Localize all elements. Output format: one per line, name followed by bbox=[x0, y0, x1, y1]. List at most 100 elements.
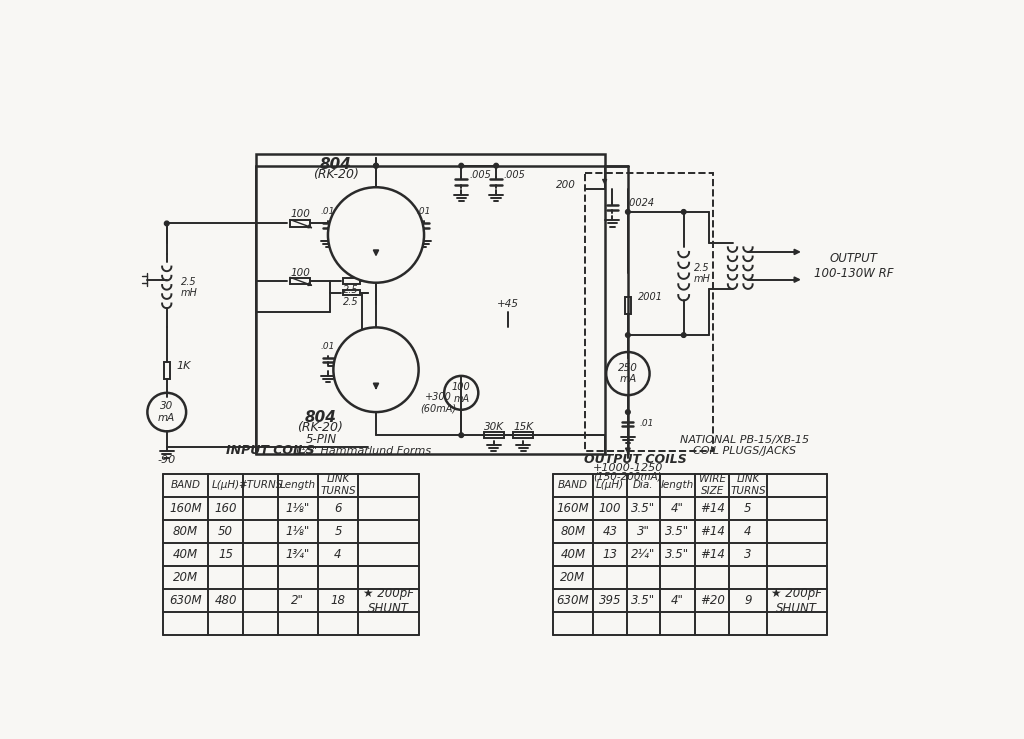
Text: 30
mA: 30 mA bbox=[158, 401, 175, 423]
Text: #14: #14 bbox=[700, 525, 725, 538]
Text: LINK
TURNS: LINK TURNS bbox=[730, 474, 766, 496]
Text: +1000-1250: +1000-1250 bbox=[593, 463, 664, 472]
Text: 15K: 15K bbox=[513, 423, 534, 432]
Text: 5: 5 bbox=[744, 502, 752, 515]
Text: 18: 18 bbox=[331, 594, 345, 607]
Text: 4": 4" bbox=[671, 594, 684, 607]
Text: 3.5": 3.5" bbox=[666, 548, 689, 561]
Bar bbox=[483, 432, 504, 438]
Bar bbox=[164, 362, 170, 379]
Text: 3.5": 3.5" bbox=[666, 525, 689, 538]
Text: 4: 4 bbox=[334, 548, 342, 561]
Bar bbox=[513, 432, 534, 438]
Text: 13: 13 bbox=[602, 548, 617, 561]
Text: 20M: 20M bbox=[173, 571, 198, 584]
Text: .005: .005 bbox=[469, 170, 490, 180]
Text: 40M: 40M bbox=[560, 548, 586, 561]
Text: 3.5": 3.5" bbox=[632, 594, 655, 607]
Text: OUTPUT
100-130W RF: OUTPUT 100-130W RF bbox=[814, 252, 893, 280]
Text: (RK-20): (RK-20) bbox=[312, 168, 358, 180]
Text: 43: 43 bbox=[602, 525, 617, 538]
Text: 20M: 20M bbox=[560, 571, 586, 584]
Text: 5: 5 bbox=[334, 525, 342, 538]
Text: 2": 2" bbox=[291, 594, 304, 607]
Bar bbox=[625, 296, 631, 313]
Bar bbox=[290, 278, 310, 285]
Text: 160M: 160M bbox=[169, 502, 202, 515]
Text: INPUT COILS: INPUT COILS bbox=[226, 444, 314, 457]
Text: L(μH): L(μH) bbox=[212, 480, 240, 490]
Text: 5-PIN: 5-PIN bbox=[306, 433, 337, 446]
Circle shape bbox=[374, 163, 378, 168]
Text: 2.5: 2.5 bbox=[343, 285, 359, 296]
Text: 6: 6 bbox=[334, 502, 342, 515]
Text: 804: 804 bbox=[319, 157, 351, 171]
Text: COIL PLUGS/JACKS: COIL PLUGS/JACKS bbox=[693, 446, 797, 455]
Text: 1¾": 1¾" bbox=[286, 548, 310, 561]
Circle shape bbox=[374, 163, 378, 168]
Text: 1⅛": 1⅛" bbox=[286, 502, 310, 515]
Circle shape bbox=[459, 433, 464, 437]
Text: #20: #20 bbox=[700, 594, 725, 607]
Text: WIRE
SIZE: WIRE SIZE bbox=[698, 474, 726, 496]
Text: .0024: .0024 bbox=[627, 197, 654, 208]
Text: 250
mA: 250 mA bbox=[617, 363, 638, 384]
Text: 2.5: 2.5 bbox=[343, 297, 359, 307]
Text: 40M: 40M bbox=[173, 548, 198, 561]
Text: 100: 100 bbox=[290, 209, 310, 219]
Text: 100: 100 bbox=[599, 502, 622, 515]
Text: +45: +45 bbox=[497, 299, 519, 310]
Text: #14: #14 bbox=[700, 502, 725, 515]
Text: 3: 3 bbox=[744, 548, 752, 561]
Text: 80M: 80M bbox=[560, 525, 586, 538]
Text: 160: 160 bbox=[214, 502, 237, 515]
Text: 1K: 1K bbox=[177, 361, 191, 371]
Text: 1½" Hammarlund Forms: 1½" Hammarlund Forms bbox=[294, 446, 431, 455]
Text: length: length bbox=[660, 480, 694, 490]
Text: (150-200mA): (150-200mA) bbox=[594, 471, 663, 482]
Bar bbox=[256, 154, 604, 454]
Text: Length: Length bbox=[280, 480, 315, 490]
Circle shape bbox=[334, 327, 419, 412]
Bar bbox=[343, 279, 359, 284]
Text: NATIONAL PB-15/XB-15: NATIONAL PB-15/XB-15 bbox=[680, 435, 809, 445]
Circle shape bbox=[165, 221, 169, 225]
Bar bbox=[290, 220, 310, 227]
Bar bbox=[586, 174, 713, 451]
Text: 200: 200 bbox=[556, 180, 575, 190]
Text: 80M: 80M bbox=[173, 525, 198, 538]
Text: 3": 3" bbox=[637, 525, 650, 538]
Text: .01: .01 bbox=[640, 419, 654, 428]
Text: 395: 395 bbox=[599, 594, 622, 607]
Bar bbox=[343, 290, 359, 296]
Text: +300
(60mA): +300 (60mA) bbox=[420, 392, 456, 414]
Circle shape bbox=[459, 163, 464, 168]
Text: 15: 15 bbox=[218, 548, 233, 561]
Text: BAND: BAND bbox=[170, 480, 201, 490]
Text: 2¼": 2¼" bbox=[631, 548, 655, 561]
Text: 630M: 630M bbox=[169, 594, 202, 607]
Circle shape bbox=[494, 163, 499, 168]
Circle shape bbox=[681, 210, 686, 214]
Text: -90: -90 bbox=[158, 454, 176, 465]
Text: .01: .01 bbox=[321, 208, 335, 217]
Circle shape bbox=[626, 333, 630, 338]
Text: ★ 200pF
SHUNT: ★ 200pF SHUNT bbox=[771, 587, 822, 615]
Text: #14: #14 bbox=[700, 548, 725, 561]
Text: 1⅛": 1⅛" bbox=[286, 525, 310, 538]
Text: 100: 100 bbox=[290, 268, 310, 279]
Circle shape bbox=[626, 210, 630, 214]
Circle shape bbox=[626, 409, 630, 415]
Text: 4": 4" bbox=[671, 502, 684, 515]
Text: 9: 9 bbox=[744, 594, 752, 607]
Text: Dia.: Dia. bbox=[633, 480, 653, 490]
Text: 50: 50 bbox=[218, 525, 233, 538]
Text: .01: .01 bbox=[321, 342, 335, 351]
Text: 2.5
mH: 2.5 mH bbox=[693, 262, 711, 285]
Text: ★ 200pF
SHUNT: ★ 200pF SHUNT bbox=[362, 587, 414, 615]
Text: 804: 804 bbox=[304, 410, 336, 425]
Text: 100
mA: 100 mA bbox=[452, 382, 471, 403]
Text: L(μH): L(μH) bbox=[596, 480, 624, 490]
Text: 630M: 630M bbox=[556, 594, 589, 607]
Text: 2001: 2001 bbox=[638, 292, 663, 302]
